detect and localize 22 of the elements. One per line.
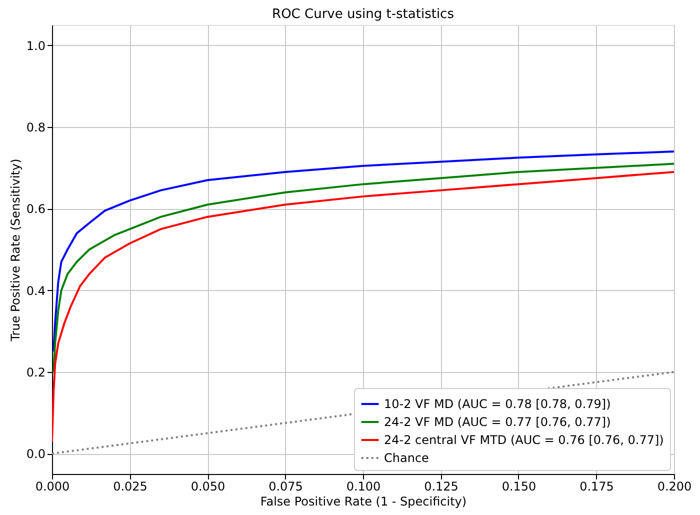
y-tick-label: 0.2 bbox=[26, 365, 46, 380]
legend-label: 24-2 VF MD (AUC = 0.77 [0.76, 0.77]) bbox=[384, 415, 611, 429]
x-tick-label: 0.100 bbox=[346, 480, 381, 494]
legend-label: 24-2 central VF MTD (AUC = 0.76 [0.76, 0.77]) bbox=[384, 433, 664, 447]
x-tick-label: 0.050 bbox=[190, 480, 226, 494]
y-tick-label: 1.0 bbox=[26, 38, 46, 53]
x-tick-label: 0.025 bbox=[113, 480, 148, 494]
x-tick-label: 0.000 bbox=[35, 480, 70, 494]
y-tick-label: 0.6 bbox=[26, 202, 46, 216]
x-axis-title: False Positive Rate (1 - Specificity) bbox=[260, 494, 467, 508]
y-tick-label: 0.0 bbox=[26, 447, 46, 462]
x-tick-label: 0.150 bbox=[502, 480, 536, 494]
x-tick-label: 0.200 bbox=[657, 480, 692, 494]
x-tick-label: 0.075 bbox=[268, 480, 303, 494]
y-tick-label: 0.8 bbox=[26, 120, 46, 135]
chart-title: ROC Curve using t-statistics bbox=[272, 7, 454, 22]
y-tick-label: 0.4 bbox=[26, 284, 46, 298]
legend-label: 10-2 VF MD (AUC = 0.78 [0.78, 0.79]) bbox=[384, 397, 611, 411]
legend-label: Chance bbox=[384, 451, 429, 465]
x-tick-label: 0.175 bbox=[580, 480, 614, 494]
x-tick-label: 0.125 bbox=[424, 480, 458, 494]
y-axis-title: True Positive Rate (Sensitivity) bbox=[8, 158, 22, 342]
